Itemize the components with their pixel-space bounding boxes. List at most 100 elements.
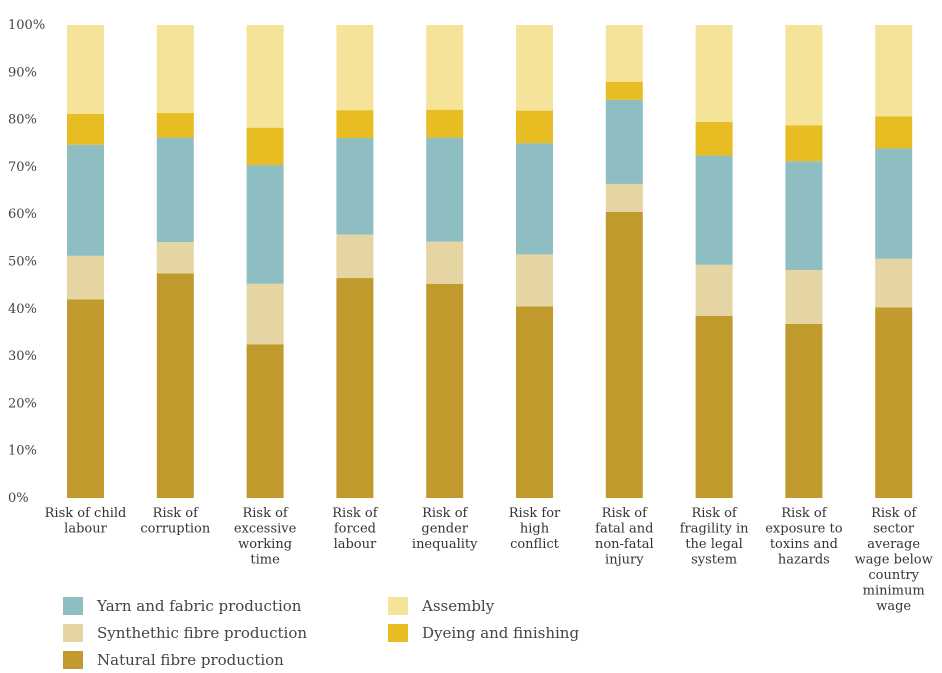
bar-segment [695,25,733,122]
category-label: hazards [778,553,830,568]
legend-label: Natural fibre production [97,651,284,669]
legend-swatch [63,624,83,642]
bar-segment [785,25,823,126]
bar-segment [156,242,194,274]
y-tick-label: 40% [8,302,37,317]
y-tick-label: 90% [8,65,37,80]
bar-segment [695,315,733,498]
y-tick-label: 60% [8,207,37,222]
category-label: Risk of [781,506,827,521]
category-label: gender [421,522,468,537]
category-label: high [520,522,550,537]
y-tick-label: 0% [8,491,29,506]
bar-segment [246,165,284,284]
y-tick-label: 10% [8,444,37,459]
bar-segment [695,155,733,265]
bar-segment [156,112,194,138]
category-label: wage [876,599,911,614]
bar-segment [426,109,464,138]
category-label: excessive [234,522,297,537]
category-label: system [691,553,737,568]
legend-swatch [388,624,408,642]
bar-segment [785,161,823,271]
bar-segment [67,144,104,256]
category-label: inequality [412,537,478,552]
bar-segment [67,113,104,145]
bar-segment [336,278,374,498]
y-tick-label: 70% [8,160,37,175]
category-label: injury [605,553,644,568]
bar-segment [785,323,823,498]
category-label: conflict [510,537,560,552]
bar-segment [605,99,643,184]
legend-label: Yarn and fabric production [96,597,302,615]
category-label: forced [334,522,376,537]
bar-segment [426,241,464,284]
y-tick-label: 100% [8,18,45,33]
bar-segment [605,211,643,498]
bar-segment [875,307,913,498]
category-label: Risk of [242,506,288,521]
legend-label: Assembly [421,597,495,615]
bar-segment [67,255,104,300]
bar-segment [426,283,464,498]
bar-segment [246,25,284,128]
bar-segment [785,270,823,324]
bar-segment [605,81,643,100]
bar-segment [875,25,913,117]
bar-segment [875,258,913,308]
y-tick-label: 50% [8,255,37,270]
category-label: Risk of child [45,506,127,521]
category-label: Risk of [422,506,468,521]
bar-segment [336,25,374,111]
category-label: labour [64,522,107,537]
category-label: wage below [855,553,933,568]
bar-segment [426,25,464,110]
category-label: time [250,553,280,568]
bar-segment [156,25,194,113]
category-label: country [868,568,919,583]
bar-segment [875,116,913,149]
category-label: exposure to [765,522,842,537]
category-label: fragility in [680,522,749,537]
y-tick-label: 80% [8,113,37,128]
legend-label: Dyeing and finishing [422,624,579,642]
bar-segment [426,137,464,242]
legend-swatch [388,597,408,615]
bar-segment [246,283,284,345]
category-label: Risk of [691,506,737,521]
y-tick-label: 20% [8,396,37,411]
bar-segment [785,125,823,162]
bar-segment [246,344,284,498]
bar-segment [67,25,104,114]
bar-segment [695,121,733,156]
legend-swatch [63,651,83,669]
bar-segment [605,25,643,82]
bar-segment [605,183,643,212]
y-tick-label: 30% [8,349,37,364]
bar-segment [695,264,733,316]
category-label: Risk of [602,506,648,521]
bar-segment [246,127,284,166]
category-label: fatal and [595,522,653,537]
bar-segment [336,110,374,139]
bar-segment [67,299,104,498]
category-label: average [867,537,920,552]
bar-segment [516,254,553,307]
bar-segment [516,306,553,498]
category-label: Risk for [509,506,561,521]
bar-segment [516,143,553,255]
legend-label: Synthethic fibre production [97,624,307,642]
legend-swatch [63,597,83,615]
category-label: Risk of [153,506,199,521]
bar-segment [336,138,374,235]
bar-segment [516,25,553,111]
category-label: labour [334,537,377,552]
bar-segment [336,234,374,279]
bar-segment [516,110,553,144]
bar-segment [156,273,194,498]
category-label: minimum [863,584,925,599]
category-label: sector [873,522,915,537]
